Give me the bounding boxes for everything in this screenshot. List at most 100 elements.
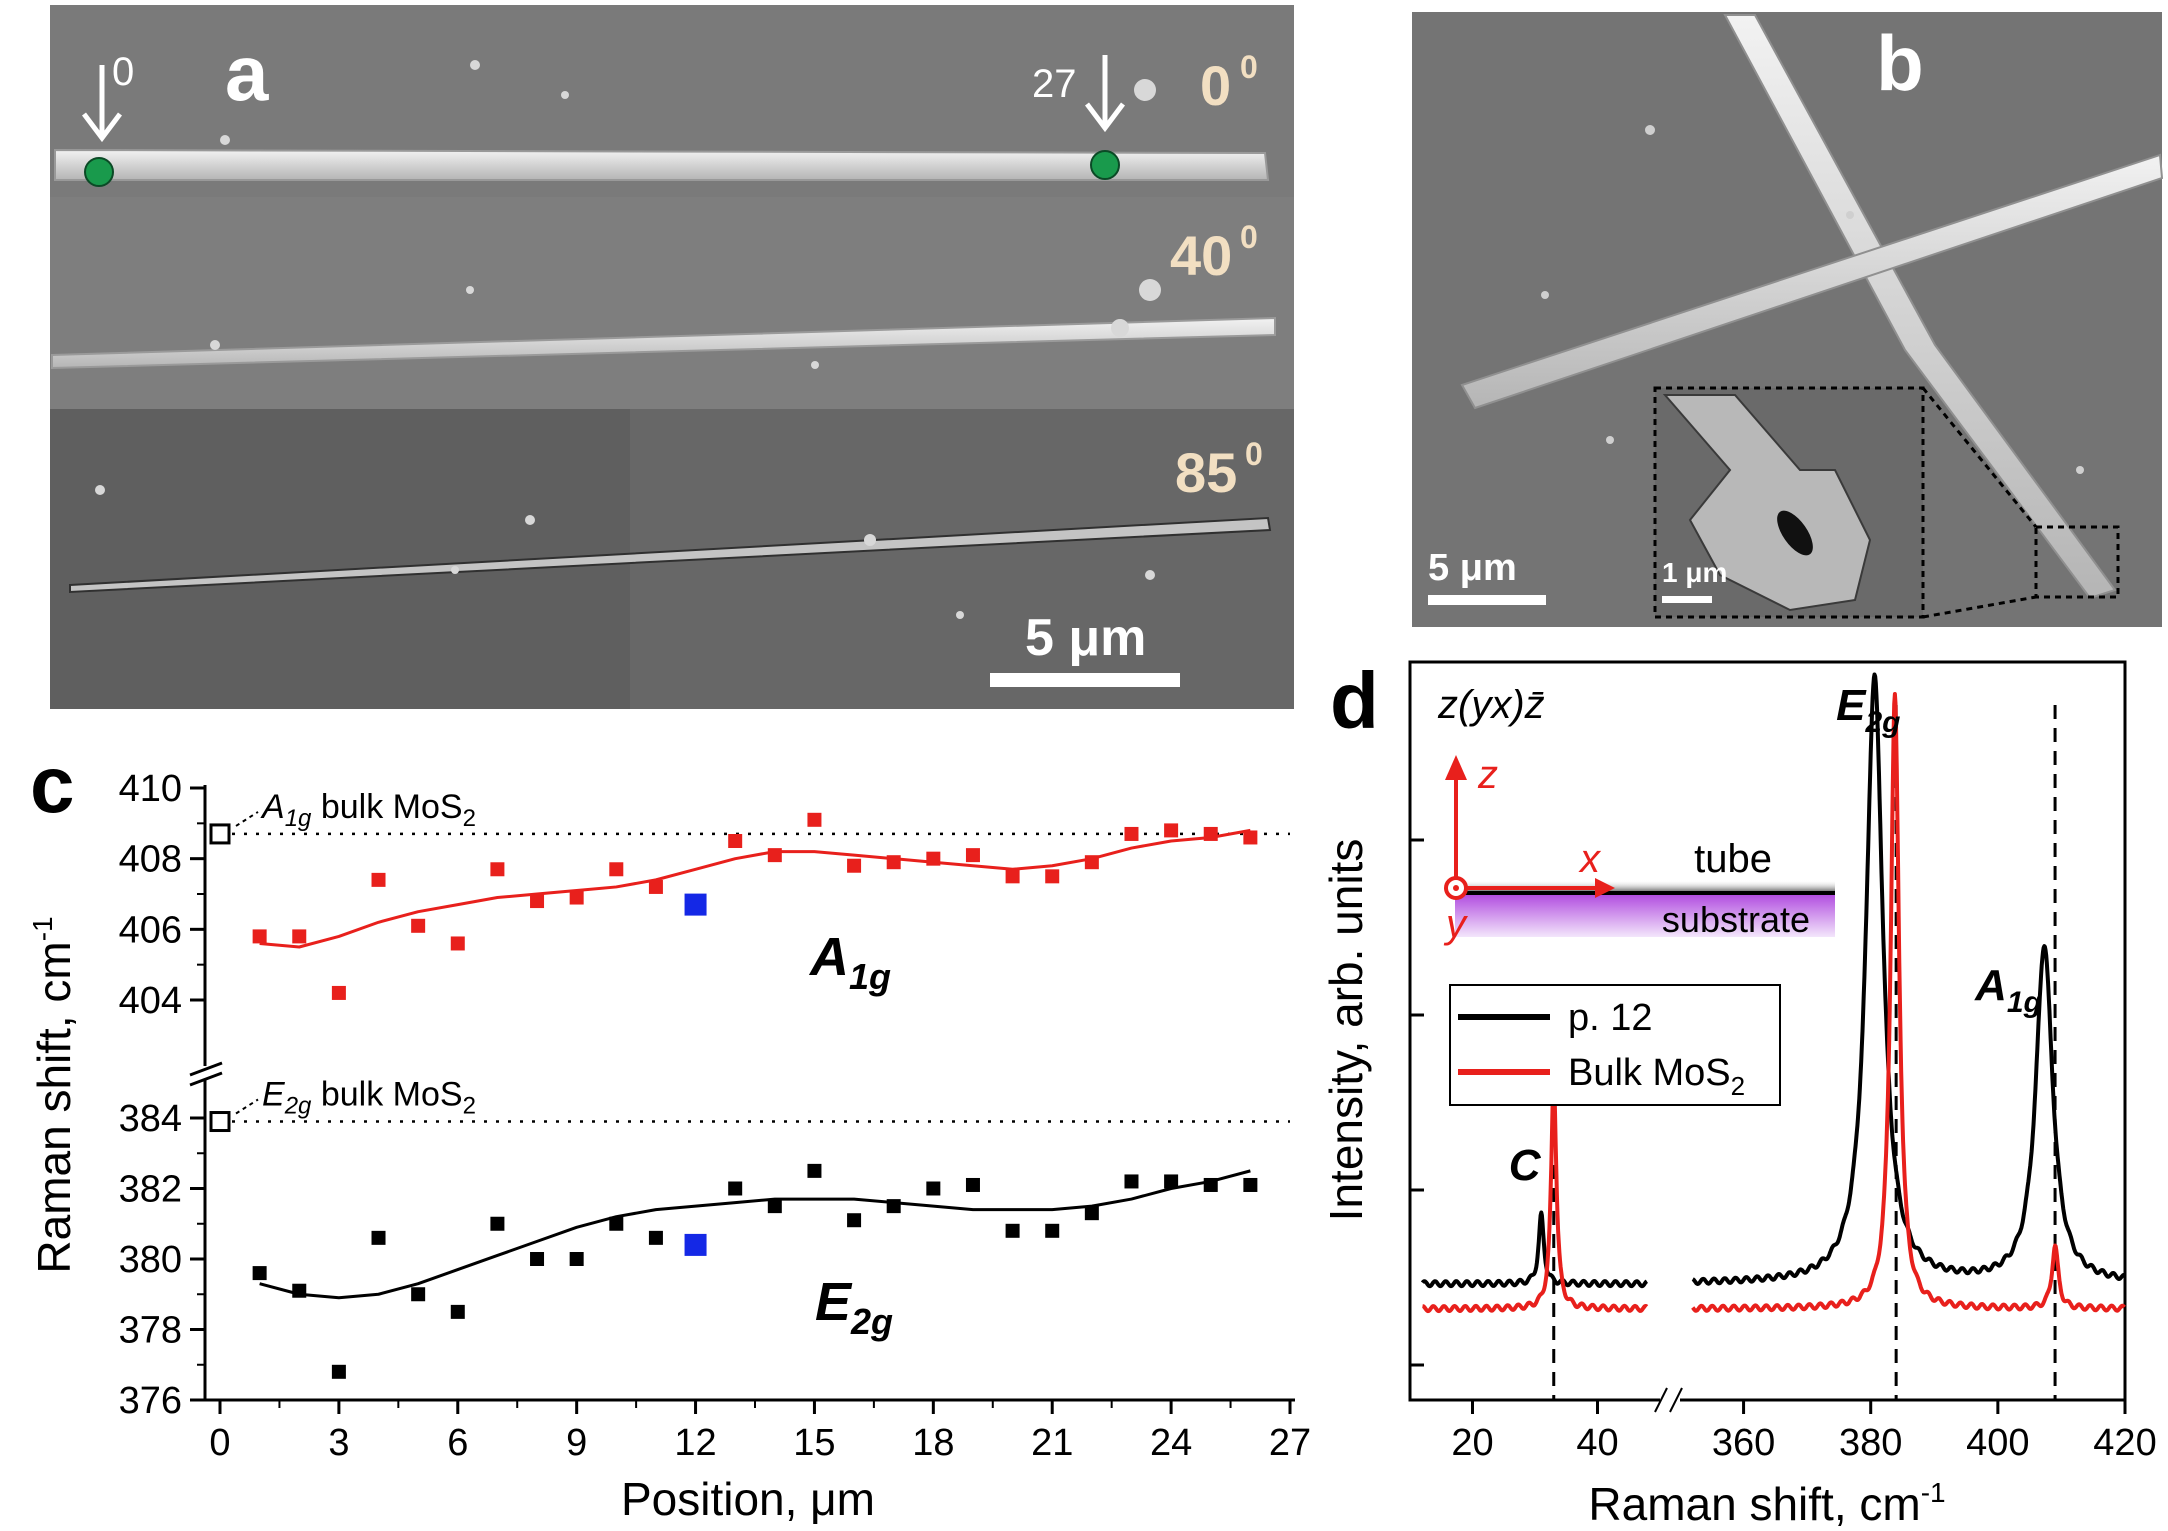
c-point-E2g-24 xyxy=(1243,1177,1258,1192)
zoom-box xyxy=(2034,525,2120,599)
d-xtick-label-3: 380 xyxy=(1839,1422,1902,1464)
c-xtick-label-8: 24 xyxy=(1150,1422,1192,1464)
c-point-A1g-21 xyxy=(1124,826,1139,841)
c-point-A1g-2 xyxy=(331,985,346,1000)
scale-bar-a-label: 5 μm xyxy=(1025,609,1146,667)
d-spectrum-1-seg-0 xyxy=(1421,1076,1649,1314)
d-peak-label-2: A1g xyxy=(1974,961,2042,1019)
d-peak-labels: C E2g A1g xyxy=(1509,681,2042,1190)
arrow-27-icon xyxy=(1085,55,1125,133)
c-xtick-label-7: 21 xyxy=(1031,1422,1073,1464)
c-point-A1g-24 xyxy=(1243,830,1258,845)
c-point-A1g-highlight xyxy=(684,893,707,916)
panel-b: b 5 μm 1 μm xyxy=(1412,12,2164,627)
c-point-E2g-15 xyxy=(886,1199,901,1214)
c-xtick-label-9: 27 xyxy=(1269,1422,1311,1464)
arrow-0-icon xyxy=(82,65,122,143)
d-ylabel: Intensity, arb. units xyxy=(1320,839,1372,1222)
c-point-A1g-16 xyxy=(926,851,941,866)
nanotube-b-horizontal xyxy=(1460,153,2164,410)
c-point-E2g-12 xyxy=(767,1199,782,1214)
panel-c: c 0 3 6 9 12 15 18 21 24 27 404 406 408 410 376 378 380 3… xyxy=(27,740,1311,1525)
c-point-A1g-5 xyxy=(450,936,465,951)
c-point-E2g-3 xyxy=(371,1230,386,1245)
c-xtick-label-0: 0 xyxy=(209,1422,230,1464)
c-series xyxy=(252,812,1258,1379)
c-series-label-a1g: A1g xyxy=(808,927,891,997)
c-point-A1g-7 xyxy=(530,894,545,909)
d-z-arrowhead-icon xyxy=(1445,755,1467,780)
d-z-label: z xyxy=(1477,753,1498,797)
c-ref-pointer-0 xyxy=(235,811,259,827)
d-y-label: y xyxy=(1443,902,1469,946)
c-ytick-lower-label-0: 376 xyxy=(119,1380,182,1422)
d-y-axis-dot-icon xyxy=(1453,885,1459,891)
c-ytick-upper-label-1: 406 xyxy=(119,909,182,951)
c-point-A1g-14 xyxy=(847,858,862,873)
c-series-label-a1g-main: A xyxy=(808,927,849,987)
d-spectrum-0-seg-0 xyxy=(1420,1210,1649,1289)
svg-text:Raman shift, cm-1: Raman shift, cm-1 xyxy=(27,916,80,1273)
c-ref-marker-1 xyxy=(209,1111,231,1133)
d-substrate-layer xyxy=(1455,895,1835,937)
c-series-label-e2g-sub: 2g xyxy=(850,1301,893,1342)
c-axes xyxy=(189,785,1295,1402)
c-ticks: 0 3 6 9 12 15 18 21 24 27 404 406 408 410 376 378 380 382… xyxy=(119,768,1312,1464)
d-peak-label-0: C xyxy=(1509,1141,1542,1190)
c-xlabel: Position, μm xyxy=(621,1473,875,1525)
angle-sup-0: 0 xyxy=(1240,49,1258,85)
inset-tube-hole xyxy=(1777,510,1813,556)
c-fit-A1g xyxy=(259,828,1251,949)
c-point-E2g-10 xyxy=(648,1230,663,1245)
marker-label-0: 0 xyxy=(112,50,134,94)
c-point-A1g-20 xyxy=(1084,855,1099,870)
c-point-E2g-0 xyxy=(252,1266,267,1281)
c-xtick-label-5: 15 xyxy=(793,1422,835,1464)
d-ticks: 20 40 360 380 400 420 xyxy=(1410,838,2157,1464)
zoom-line-bottom xyxy=(1922,595,2037,619)
nanotube-b-diagonal xyxy=(1723,14,2117,600)
c-ytick-upper-label-0: 404 xyxy=(119,980,182,1022)
c-xtick-label-4: 12 xyxy=(674,1422,716,1464)
marker-label-27: 27 xyxy=(1032,62,1077,106)
inset-tube-end xyxy=(1662,394,1872,612)
d-series xyxy=(1420,672,2126,1314)
c-point-E2g-9 xyxy=(609,1216,624,1231)
marker-dot-27 xyxy=(1090,150,1120,180)
c-point-E2g-7 xyxy=(530,1252,545,1266)
scale-bar-b xyxy=(1428,595,1546,605)
panel-a: 0 27 a 0 0 40 0 85 0 5 μm xyxy=(50,5,1294,709)
inset-scale-bar-label: 1 μm xyxy=(1662,557,1727,588)
angle-label-0: 0 xyxy=(1200,54,1231,117)
sem-image-85deg-right xyxy=(630,409,1294,709)
c-ytick-lower-label-3: 382 xyxy=(119,1169,182,1211)
d-geometry-label: z(yx)z̄ xyxy=(1437,683,1545,727)
d-xtick-label-0: 20 xyxy=(1451,1422,1493,1464)
inset-scale-bar xyxy=(1662,596,1712,603)
zoom-line-top xyxy=(1921,387,2038,528)
c-ytick-upper-label-2: 408 xyxy=(119,839,182,881)
debris-b xyxy=(1541,125,2084,474)
d-xlabel-text: Raman shift, cm xyxy=(1588,1478,1920,1530)
c-point-A1g-3 xyxy=(371,872,386,887)
c-ylabel: Raman shift, cm-1 xyxy=(27,916,80,1273)
panel-d-label: d xyxy=(1330,656,1379,745)
c-ytick-upper-label-3: 410 xyxy=(119,768,182,810)
c-xtick-label-2: 6 xyxy=(447,1422,468,1464)
c-point-A1g-17 xyxy=(965,848,980,863)
c-point-E2g-13 xyxy=(807,1163,822,1178)
c-point-A1g-9 xyxy=(609,862,624,877)
c-point-E2g-22 xyxy=(1164,1174,1179,1189)
c-point-E2g-21 xyxy=(1124,1174,1139,1189)
scale-bar-a xyxy=(990,673,1180,687)
c-point-A1g-8 xyxy=(569,890,584,905)
d-axis-break-2 xyxy=(1669,1387,1683,1413)
d-peak-label-1: E2g xyxy=(1836,681,1900,739)
c-reference-lines: A1g bulk MoS2 E2g bulk MoS2 xyxy=(209,788,1290,1133)
d-xtick-label-2: 360 xyxy=(1712,1422,1775,1464)
c-point-A1g-11 xyxy=(728,834,743,848)
c-ylabel-text: Raman shift, cm xyxy=(28,941,80,1273)
c-axis-break-2 xyxy=(189,1071,223,1087)
scale-bar-b-label: 5 μm xyxy=(1428,547,1517,589)
d-xtick-label-5: 420 xyxy=(2093,1422,2156,1464)
